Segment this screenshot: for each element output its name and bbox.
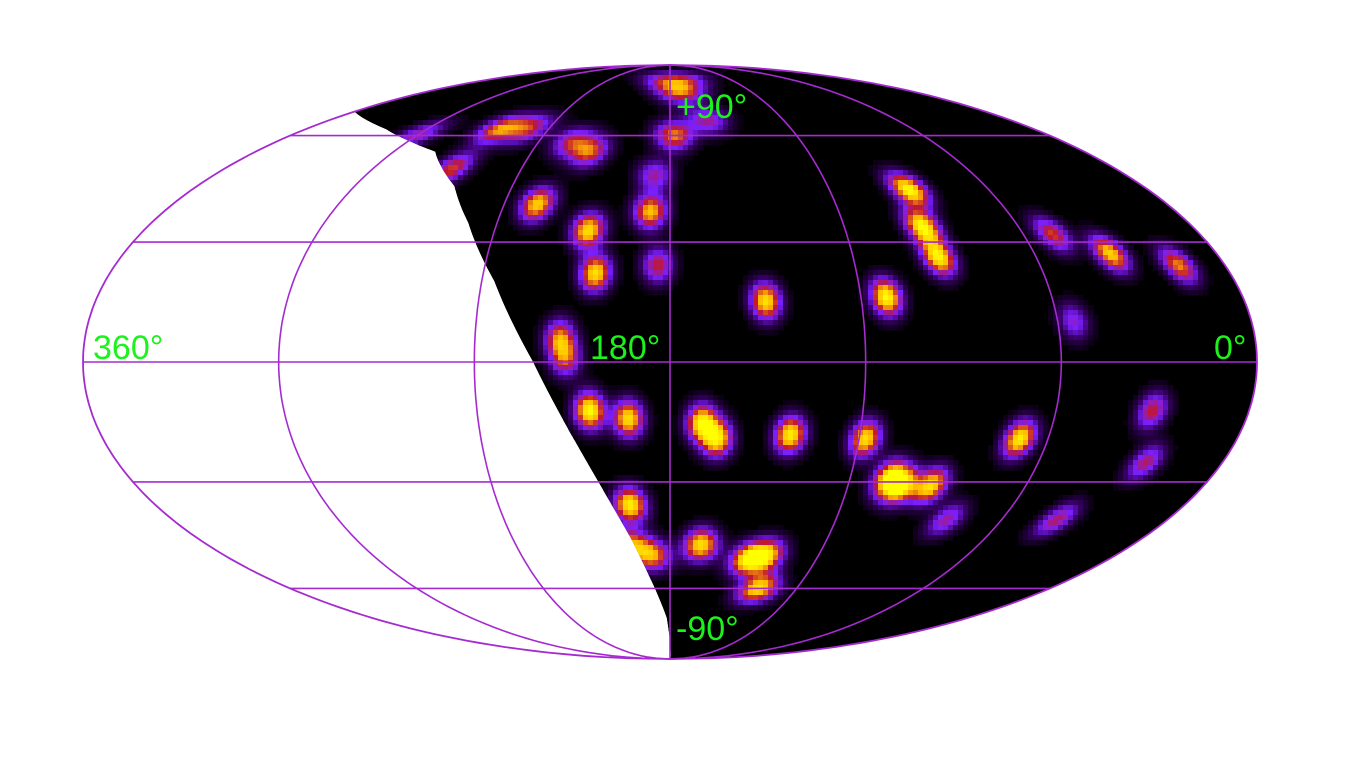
lon-label-center: 180° (590, 329, 660, 367)
lat-label-top: +90° (676, 88, 747, 126)
graticule (82, 64, 1258, 660)
lon-label-right: 0° (1214, 329, 1247, 367)
lat-label-bottom: -90° (676, 610, 739, 648)
lon-label-left: 360° (93, 329, 163, 367)
